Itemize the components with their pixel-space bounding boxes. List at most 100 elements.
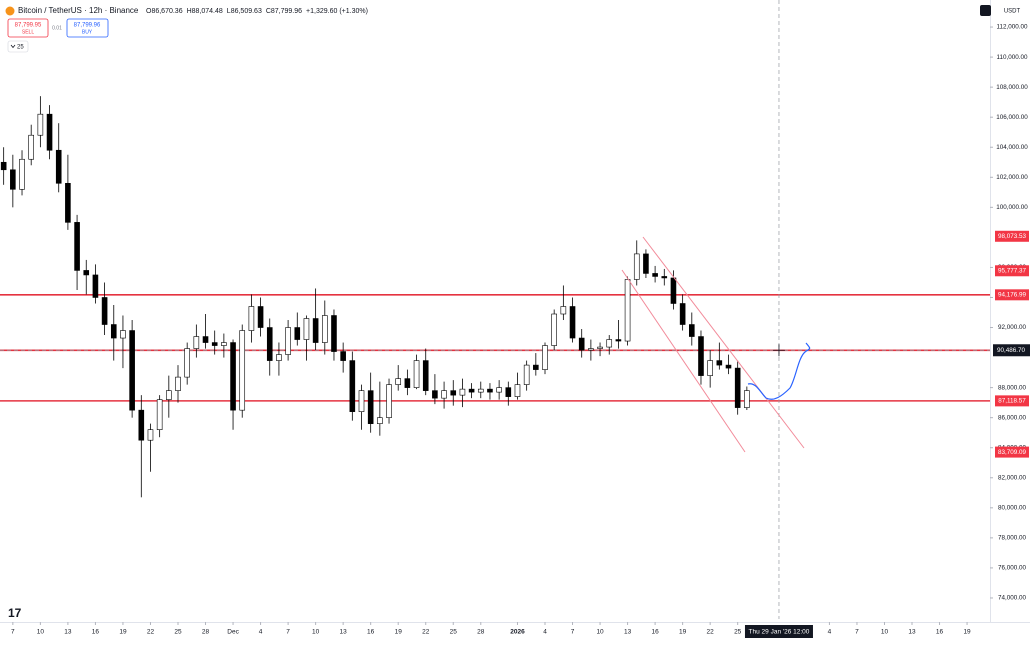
spread: 0.01 xyxy=(52,25,62,31)
price-label-box xyxy=(995,395,1029,407)
candle-body xyxy=(239,330,246,411)
y-tick-label: 76,000.00 xyxy=(998,565,1027,572)
x-tick-label: 10 xyxy=(312,629,320,636)
candle-body xyxy=(633,253,640,280)
candle-body xyxy=(10,169,16,190)
plot-area xyxy=(0,0,990,619)
sell-button[interactable] xyxy=(7,18,49,38)
buy-price: 87,799.96 xyxy=(74,23,101,29)
price-label: 95,777.37 xyxy=(998,267,1027,274)
candle-body xyxy=(101,297,108,325)
x-tick-label: 28 xyxy=(202,629,210,636)
candle-body xyxy=(367,390,374,424)
ohlc-value: C87,799.96 xyxy=(266,8,302,15)
buy-button[interactable] xyxy=(66,18,109,38)
crosshair-x-label: Thu 29 Jan '26 12:00 xyxy=(749,629,810,636)
x-tick-label: 7 xyxy=(286,629,290,636)
candle-body xyxy=(303,318,310,340)
currency[interactable]: USDT xyxy=(1004,9,1021,15)
candle-body xyxy=(450,390,457,396)
candle-body xyxy=(477,388,484,393)
crosshair-y-box xyxy=(993,344,1030,357)
price-label: 94,176.99 xyxy=(998,291,1027,298)
candle-body xyxy=(184,348,190,378)
candle-body xyxy=(285,327,291,355)
candle-body xyxy=(358,390,365,412)
candle-body xyxy=(560,306,567,315)
tv-logo: 17 xyxy=(8,606,22,620)
candle-body xyxy=(377,417,383,424)
indicators-toggle[interactable] xyxy=(7,40,29,53)
candle-body xyxy=(689,324,695,337)
candle-body xyxy=(569,306,576,339)
candle-body xyxy=(266,327,273,361)
symbol-title[interactable]: Bitcoin / TetherUS · 12h · Binance xyxy=(18,6,139,15)
y-tick-label: 82,000.00 xyxy=(998,474,1027,481)
candle-body xyxy=(459,388,466,396)
candle-body xyxy=(193,336,200,349)
projection-path xyxy=(747,342,811,400)
candle-body xyxy=(551,313,557,346)
channel-line xyxy=(642,236,805,449)
y-tick-label: 100,000.00 xyxy=(996,204,1028,211)
candle-body xyxy=(331,315,337,352)
candle-body xyxy=(138,409,145,441)
candle-body xyxy=(230,342,236,411)
y-tick-label: 92,000.00 xyxy=(998,324,1027,331)
candle-body xyxy=(413,360,420,388)
candle-body xyxy=(661,276,668,279)
y-tick-label: 78,000.00 xyxy=(998,535,1027,542)
candle-body xyxy=(166,390,172,400)
candle-body xyxy=(257,306,264,328)
x-tick-label: 19 xyxy=(963,629,971,636)
x-tick-label: 16 xyxy=(367,629,375,636)
settings-button[interactable] xyxy=(980,5,991,16)
x-tick-label: 7 xyxy=(11,629,15,636)
candle-body xyxy=(202,336,209,343)
candle-body xyxy=(716,360,723,366)
candle-body xyxy=(156,399,163,430)
candle-body xyxy=(734,367,741,408)
candle-body xyxy=(615,339,622,342)
candle-body xyxy=(74,222,80,271)
candle-body xyxy=(542,345,548,370)
candle-body xyxy=(129,330,135,411)
sell-price: 87,799.95 xyxy=(15,23,42,29)
candle-body xyxy=(707,360,713,376)
y-tick-label: 80,000.00 xyxy=(998,504,1027,511)
candle-body xyxy=(670,277,677,304)
candle-body xyxy=(340,351,346,361)
x-tick-label: 10 xyxy=(881,629,889,636)
x-tick-label: 25 xyxy=(734,629,742,636)
candle-body xyxy=(496,387,502,393)
candle-body xyxy=(588,348,594,351)
y-tick-label: 104,000.00 xyxy=(996,144,1028,151)
ohlc-value: H88,074.48 xyxy=(187,8,223,15)
price-label-box xyxy=(995,230,1029,242)
x-tick-label: 2026 xyxy=(510,629,525,636)
sell-label: SELL xyxy=(22,29,34,35)
candle-body xyxy=(578,337,585,351)
candle-body xyxy=(624,279,631,342)
y-tick-label: 110,000.00 xyxy=(996,54,1028,61)
price-label: 83,709.09 xyxy=(998,449,1027,456)
candle-body xyxy=(55,149,62,184)
interval-count: 25 xyxy=(17,45,24,51)
x-tick-label: 19 xyxy=(395,629,403,636)
x-tick-label: 13 xyxy=(908,629,916,636)
candle-body xyxy=(175,376,181,391)
candle-body xyxy=(276,354,282,361)
ohlc-value: +1,329.60 (+1.30%) xyxy=(306,8,368,15)
candle-body xyxy=(294,327,301,340)
chevron-icon xyxy=(10,44,16,49)
candle-body xyxy=(422,360,429,391)
candle-body xyxy=(147,429,154,441)
price-label: 87,118.57 xyxy=(998,398,1026,405)
x-tick-label: 10 xyxy=(37,629,45,636)
candle-body xyxy=(468,388,475,393)
crosshair-x-box xyxy=(744,625,813,638)
x-tick-label: 13 xyxy=(64,629,72,636)
candle-body xyxy=(83,270,90,276)
candle-body xyxy=(441,390,447,399)
